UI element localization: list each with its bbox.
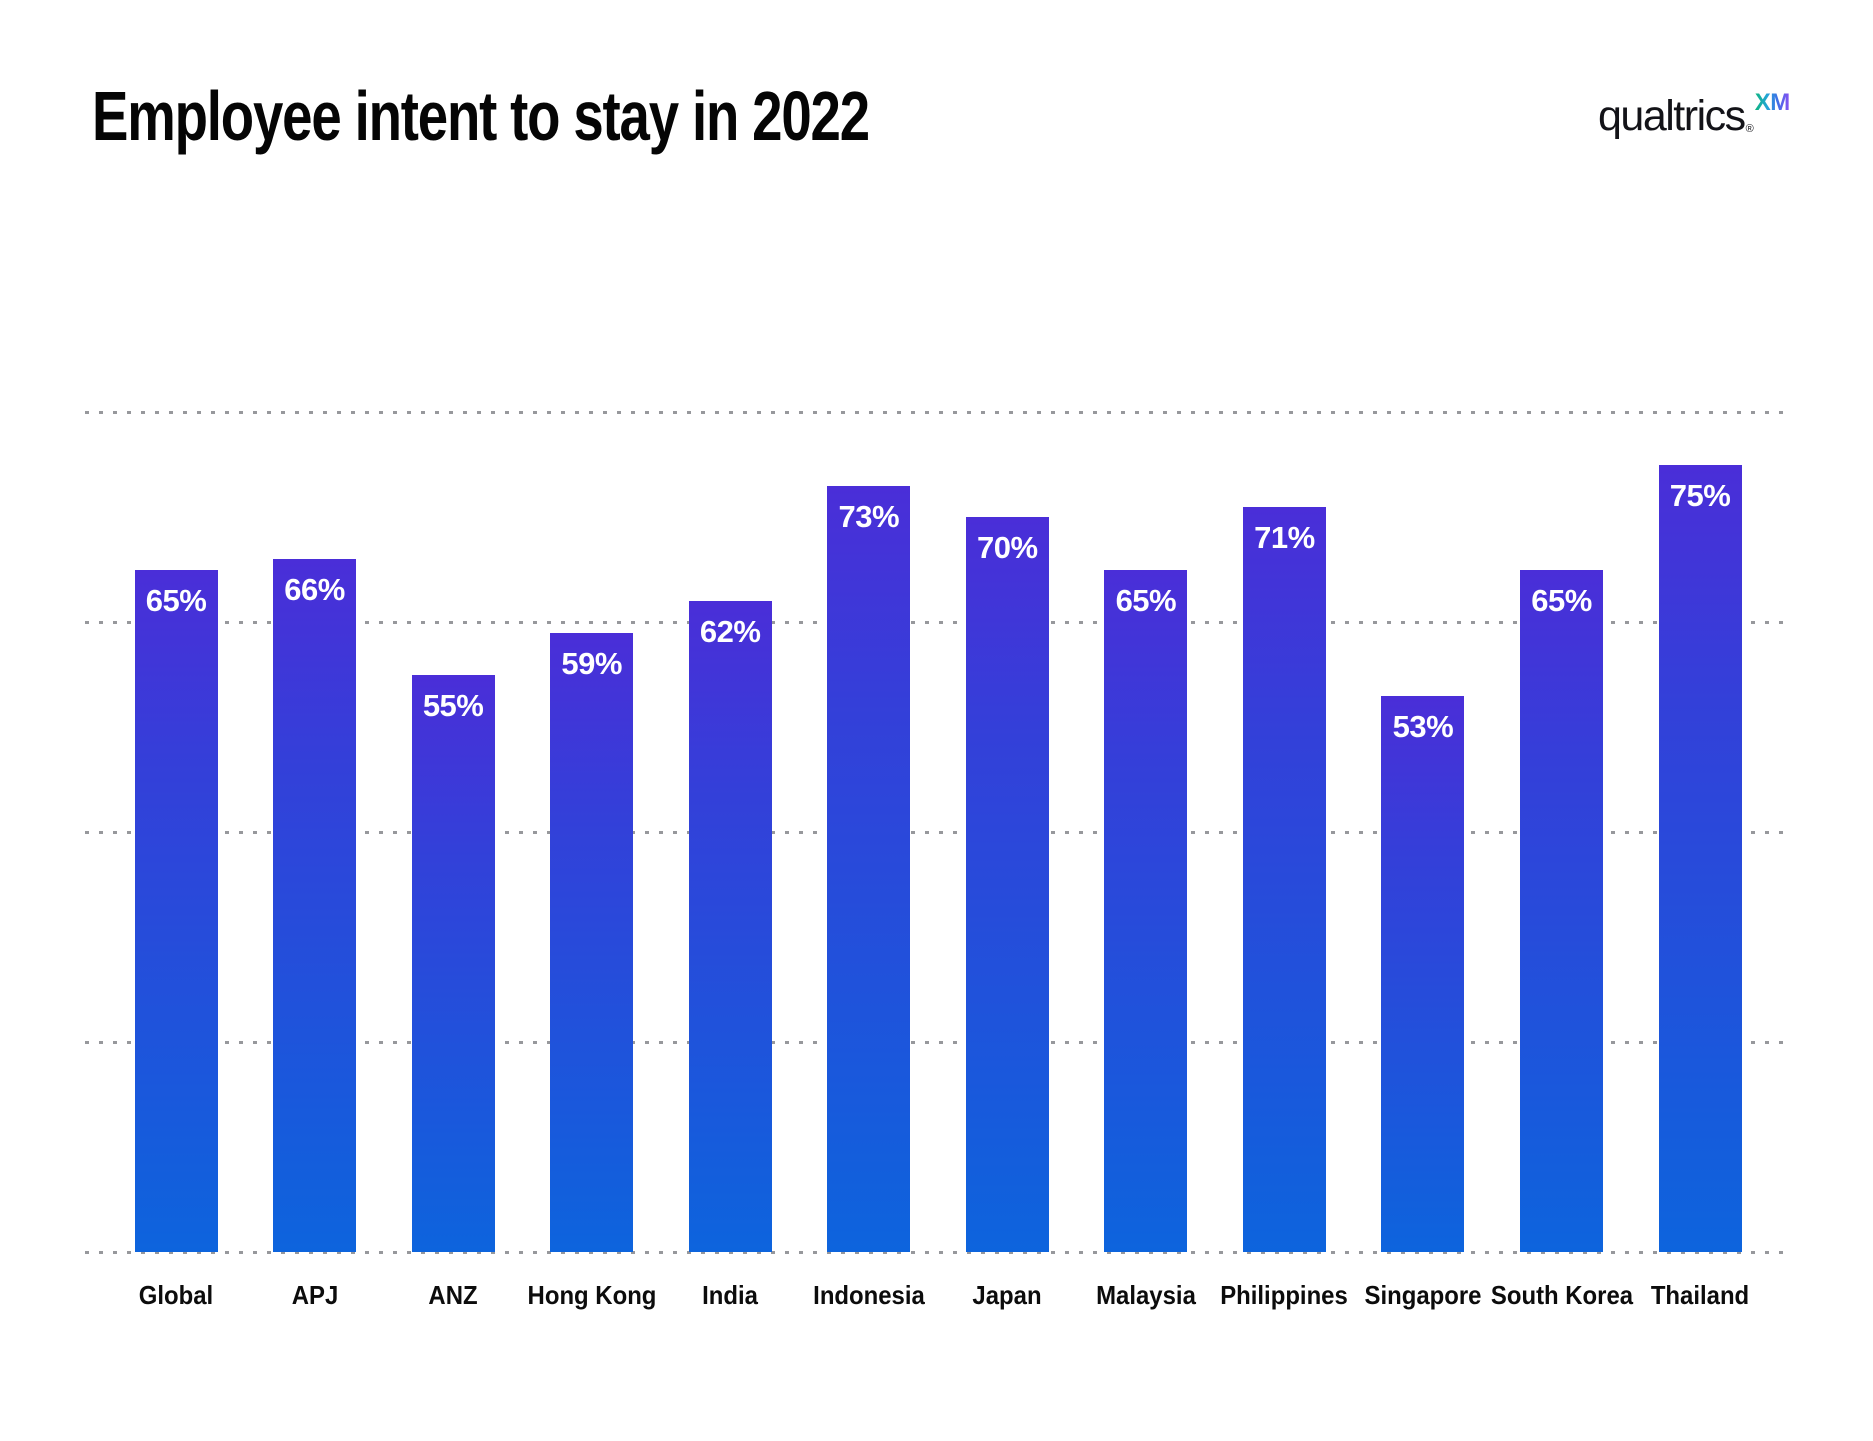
bar-india: 62% bbox=[688, 601, 772, 1252]
bar-value-label-malaysia: 65% bbox=[1115, 582, 1177, 618]
gridline-40pct bbox=[85, 831, 1788, 834]
category-label-indonesia: Indonesia bbox=[812, 1280, 925, 1310]
category-label-south-korea: South Korea bbox=[1490, 1280, 1633, 1310]
bar-value-label-apj: 66% bbox=[284, 572, 345, 607]
category-label-hong-kong: Hong Kong bbox=[527, 1280, 657, 1310]
bar-malaysia: 65% bbox=[1104, 569, 1188, 1252]
bar-philippines: 71% bbox=[1242, 506, 1326, 1252]
category-label-japan: Japan bbox=[972, 1280, 1042, 1310]
gridline-0pct bbox=[85, 1251, 1788, 1254]
bar-anz: 55% bbox=[411, 674, 495, 1252]
bar-south-korea: 65% bbox=[1520, 569, 1603, 1252]
bar-value-label-hong-kong: 59% bbox=[561, 645, 622, 681]
category-label-global: Global bbox=[138, 1280, 214, 1310]
qualtrics-wordmark: qualtrics bbox=[1598, 92, 1746, 140]
bar-global: 65% bbox=[134, 569, 218, 1252]
bar-apj: 66% bbox=[273, 559, 357, 1252]
bar-japan: 70% bbox=[965, 517, 1049, 1252]
xm-superscript: XM bbox=[1754, 89, 1791, 116]
category-label-philippines: Philippines bbox=[1220, 1280, 1349, 1310]
category-label-malaysia: Malaysia bbox=[1095, 1280, 1196, 1310]
category-label-anz: ANZ bbox=[428, 1280, 478, 1310]
bar-value-label-global: 65% bbox=[145, 582, 207, 618]
gridline-80pct bbox=[85, 411, 1788, 414]
bar-value-label-south-korea: 65% bbox=[1531, 582, 1592, 618]
bar-value-label-singapore: 53% bbox=[1392, 708, 1454, 744]
bar-singapore: 53% bbox=[1381, 695, 1465, 1252]
gridline-20pct bbox=[85, 1041, 1788, 1044]
bar-indonesia: 73% bbox=[827, 485, 911, 1252]
bar-value-label-japan: 70% bbox=[977, 530, 1038, 565]
gridline-60pct bbox=[85, 621, 1788, 624]
category-label-india: India bbox=[702, 1280, 759, 1310]
bar-value-label-indonesia: 73% bbox=[838, 498, 900, 534]
bar-thailand: 75% bbox=[1658, 464, 1742, 1252]
category-label-apj: APJ bbox=[291, 1280, 338, 1310]
page-title: Employee intent to stay in 2022 bbox=[92, 77, 870, 155]
category-label-thailand: Thailand bbox=[1650, 1280, 1750, 1310]
bar-value-label-anz: 55% bbox=[422, 687, 484, 723]
registered-trademark-icon: ® bbox=[1745, 123, 1754, 135]
bar-hong-kong: 59% bbox=[550, 632, 634, 1252]
qualtrics-logo: qualtrics®XM bbox=[1598, 89, 1791, 141]
bar-value-label-india: 62% bbox=[699, 614, 761, 649]
bar-value-label-thailand: 75% bbox=[1669, 477, 1731, 513]
bar-value-label-philippines: 71% bbox=[1254, 519, 1315, 555]
category-label-singapore: Singapore bbox=[1364, 1280, 1482, 1310]
